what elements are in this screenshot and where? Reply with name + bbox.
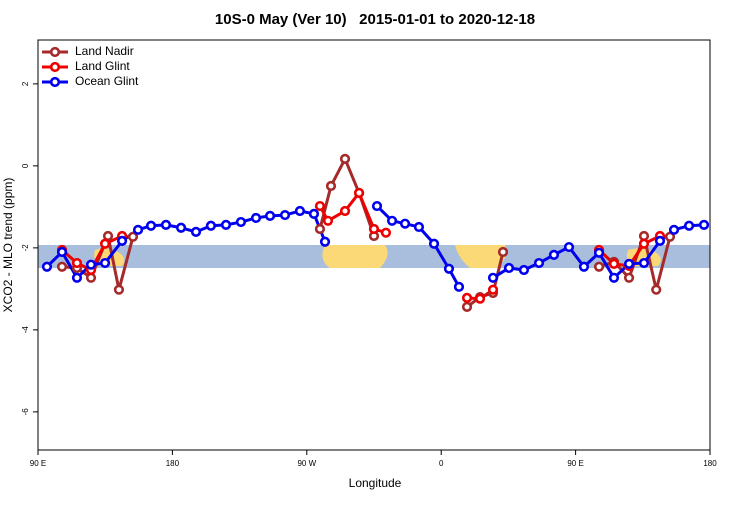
legend-label: Land Nadir (75, 44, 134, 58)
data-point (533, 257, 545, 269)
data-point (623, 272, 635, 283)
data-point (175, 222, 187, 233)
data-point (461, 301, 473, 313)
data-point (71, 272, 83, 283)
data-point (250, 212, 262, 224)
data-point (102, 230, 114, 242)
data-point (116, 235, 128, 246)
data-point (314, 200, 326, 212)
data-point (85, 272, 97, 283)
data-point (71, 257, 83, 269)
legend-label: Ocean Glint (75, 74, 139, 88)
data-point (339, 153, 351, 164)
x-tick-label: 180 (703, 459, 717, 468)
data-point (220, 219, 232, 231)
data-point (56, 246, 68, 258)
data-point (319, 236, 331, 247)
data-point (461, 292, 473, 303)
data-point (413, 221, 425, 233)
data-point (608, 258, 620, 269)
data-point (279, 209, 291, 221)
legend-marker (49, 76, 61, 88)
data-point (386, 215, 398, 226)
data-point (85, 259, 97, 270)
data-point (608, 272, 620, 283)
data-point (132, 224, 144, 235)
legend-marker (49, 46, 61, 58)
legend-marker (49, 61, 61, 73)
data-point (56, 261, 68, 272)
legend-label: Land Glint (75, 59, 130, 73)
data-point (593, 261, 605, 272)
y-tick-label: 0 (21, 163, 30, 168)
data-point (145, 220, 157, 231)
data-point (453, 281, 465, 292)
data-point (683, 220, 695, 231)
data-point (99, 238, 111, 249)
data-point (205, 220, 217, 231)
data-point (593, 247, 605, 258)
data-point (380, 227, 392, 238)
data-point (314, 223, 326, 235)
data-point (474, 293, 486, 304)
y-tick-label: -4 (21, 326, 30, 334)
data-point (563, 241, 575, 253)
data-point (428, 238, 440, 249)
y-tick-label: -6 (21, 408, 30, 416)
data-point (578, 261, 590, 272)
data-point (339, 205, 351, 217)
data-point (497, 246, 509, 258)
x-axis-label: Longitude (349, 476, 402, 490)
series-line (61, 157, 672, 309)
data-point (113, 284, 125, 295)
data-point (487, 284, 499, 295)
land (322, 245, 388, 268)
data-point (651, 284, 662, 295)
plot-frame (37, 39, 711, 451)
data-point (399, 218, 411, 229)
land (455, 245, 507, 268)
data-point (353, 187, 365, 199)
data-point (654, 235, 666, 246)
data-point (503, 262, 515, 274)
data-point (487, 272, 499, 283)
data-point (638, 238, 650, 249)
data-point (264, 210, 276, 221)
y-tick-label: 2 (21, 81, 30, 86)
x-tick-label: 90 W (297, 459, 316, 468)
data-point (664, 231, 676, 242)
data-point (322, 215, 334, 226)
data-point (623, 258, 635, 269)
data-point (638, 230, 650, 242)
data-point (235, 216, 247, 228)
data-point (698, 219, 710, 231)
data-point (294, 205, 306, 217)
data-point (325, 180, 337, 192)
data-point (99, 257, 111, 269)
x-tick-label: 90 E (30, 459, 46, 468)
y-axis-label: XCO2 - MLO trend (ppm) (1, 178, 15, 313)
data-point (41, 261, 53, 272)
data-point (160, 219, 172, 231)
x-tick-label: 0 (439, 459, 444, 468)
data-point (371, 200, 383, 212)
data-point (638, 257, 650, 269)
data-point (518, 264, 530, 276)
data-point (368, 223, 380, 235)
data-point (127, 231, 139, 242)
data-point (668, 224, 680, 235)
y-tick-label: -2 (21, 244, 30, 252)
data-point (443, 263, 455, 274)
x-tick-label: 180 (166, 459, 180, 468)
data-point (308, 208, 320, 219)
chart-title: 10S-0 May (Ver 10) 2015-01-01 to 2020-12… (215, 11, 535, 28)
data-point (190, 226, 202, 237)
x-tick-label: 90 E (567, 459, 583, 468)
data-point (548, 249, 560, 260)
